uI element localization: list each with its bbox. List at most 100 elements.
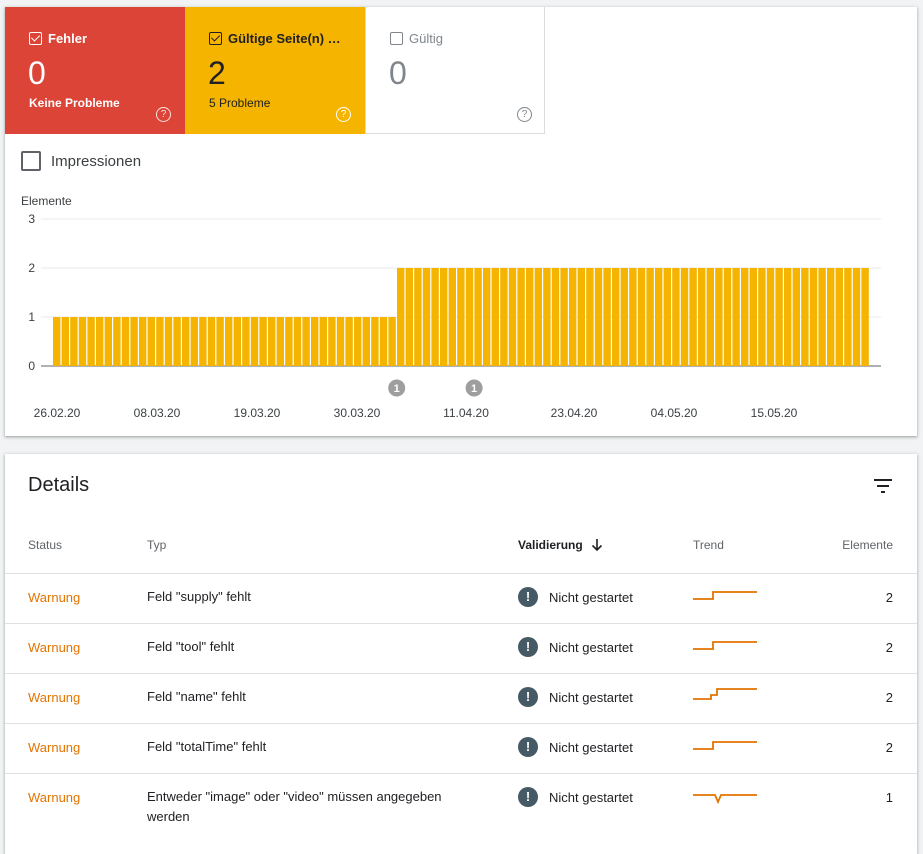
bar: [379, 317, 388, 366]
column-header-trend[interactable]: Trend: [693, 538, 724, 552]
trend-line: [693, 688, 757, 700]
bar: [371, 317, 379, 366]
annotation-label: 1: [471, 383, 477, 395]
trend-line: [693, 794, 757, 805]
warning-exclamation-icon: !: [518, 687, 538, 707]
bar: [362, 317, 370, 366]
bar: [319, 317, 327, 366]
bar: [646, 268, 654, 366]
valid-tile[interactable]: Gültig 0 ?: [365, 7, 545, 134]
bar: [491, 268, 499, 366]
bar: [749, 268, 757, 366]
bar: [250, 317, 259, 366]
bar: [517, 268, 525, 366]
coverage-bar-chart: Elemente 0 1 2 3 26.02.20 08.03.20 19.03.20 30.0…: [21, 194, 881, 420]
bar: [96, 317, 104, 366]
errors-tile[interactable]: Fehler 0 Keine Probleme ?: [5, 7, 185, 134]
row-validation: ! Nicht gestartet: [518, 687, 633, 707]
coverage-chart-card: Fehler 0 Keine Probleme ? Gültige Seite(…: [5, 7, 917, 436]
table-row[interactable]: Warnung Feld "tool" fehlt! Nicht gestartet…: [5, 623, 917, 673]
valid-count: 0: [389, 55, 407, 91]
bar: [405, 268, 413, 366]
valid-checkbox[interactable]: [390, 32, 403, 45]
warnings-tile-header: Gültige Seite(n) …: [209, 31, 341, 46]
y-tick-label: 3: [28, 212, 35, 226]
table-row[interactable]: Warnung Entweder "image" oder "video" müs…: [5, 773, 917, 824]
row-type: Feld "supply" fehlt: [147, 589, 251, 604]
bar: [637, 268, 646, 366]
column-header-type[interactable]: Typ: [147, 538, 167, 552]
bar: [199, 317, 207, 366]
bar: [577, 268, 585, 366]
bar: [397, 268, 405, 366]
bar: [173, 317, 181, 366]
bar: [663, 268, 671, 366]
help-icon[interactable]: ?: [517, 107, 532, 122]
bar: [603, 268, 611, 366]
bar: [818, 268, 826, 366]
bar: [732, 268, 740, 366]
bar: [844, 268, 852, 366]
column-header-status[interactable]: Status: [28, 538, 63, 552]
warnings-subtitle: 5 Probleme: [209, 96, 271, 110]
table-row[interactable]: Warnung Feld "name" fehlt! Nicht gestartet…: [5, 673, 917, 723]
bar: [586, 268, 594, 366]
table-row[interactable]: Warnung Feld "totalTime" fehlt! Nicht gest…: [5, 723, 917, 773]
bar: [448, 268, 456, 366]
row-type: Entweder "image" oder "video" müssen ang…: [147, 789, 442, 824]
x-tick-label: 23.04.20: [551, 406, 598, 420]
valid-tile-header: Gültig: [390, 31, 443, 46]
bar: [414, 268, 422, 366]
bar: [207, 317, 216, 366]
warnings-count: 2: [208, 55, 226, 91]
bar: [809, 268, 818, 366]
bar: [801, 268, 809, 366]
row-count: 1: [885, 790, 893, 805]
x-tick-label: 19.03.20: [234, 406, 281, 420]
bar: [500, 268, 508, 366]
impressions-toggle[interactable]: Impressionen: [21, 151, 141, 171]
warning-exclamation-icon: !: [518, 787, 538, 807]
details-card: Details Status Typ Validierung Trend Ele…: [5, 454, 917, 854]
warning-exclamation-icon: !: [518, 637, 538, 657]
help-icon[interactable]: ?: [156, 107, 171, 122]
row-count: 2: [885, 640, 893, 655]
row-count: 2: [885, 740, 893, 755]
column-header-validation[interactable]: Validierung: [518, 538, 604, 552]
x-tick-label: 08.03.20: [134, 406, 181, 420]
bar: [827, 268, 835, 366]
bar: [534, 268, 542, 366]
y-tick-label: 1: [28, 310, 35, 324]
bar: [526, 268, 534, 366]
row-validation-label: Nicht gestartet: [549, 639, 633, 655]
bar: [388, 317, 396, 366]
errors-checkbox[interactable]: [29, 32, 42, 45]
bar: [276, 317, 284, 366]
warnings-tile[interactable]: Gültige Seite(n) … 2 5 Probleme ?: [185, 7, 365, 134]
bar: [689, 268, 697, 366]
bar: [190, 317, 198, 366]
row-validation-label: Nicht gestartet: [549, 589, 633, 605]
row-validation: ! Nicht gestartet: [518, 787, 633, 807]
details-title: Details: [28, 474, 90, 496]
errors-tile-header: Fehler: [29, 31, 87, 46]
impressions-checkbox[interactable]: [21, 151, 41, 171]
row-validation: ! Nicht gestartet: [518, 737, 633, 757]
row-type: Feld "totalTime" fehlt: [147, 739, 267, 754]
bar: [336, 317, 345, 366]
bar: [61, 317, 69, 366]
impressions-label: Impressionen: [51, 152, 142, 170]
y-axis-label: Elemente: [21, 194, 72, 208]
bar: [620, 268, 628, 366]
bar: [311, 317, 319, 366]
filter-icon[interactable]: [871, 474, 895, 498]
column-header-items[interactable]: Elemente: [842, 538, 893, 552]
warnings-checkbox[interactable]: [209, 32, 222, 45]
bar: [569, 268, 577, 366]
table-row[interactable]: Warnung Feld "supply" fehlt! Nicht gestart…: [5, 573, 917, 623]
bar: [104, 317, 112, 366]
help-icon[interactable]: ?: [336, 107, 351, 122]
bar: [242, 317, 250, 366]
bar: [182, 317, 190, 366]
bar: [70, 317, 78, 366]
